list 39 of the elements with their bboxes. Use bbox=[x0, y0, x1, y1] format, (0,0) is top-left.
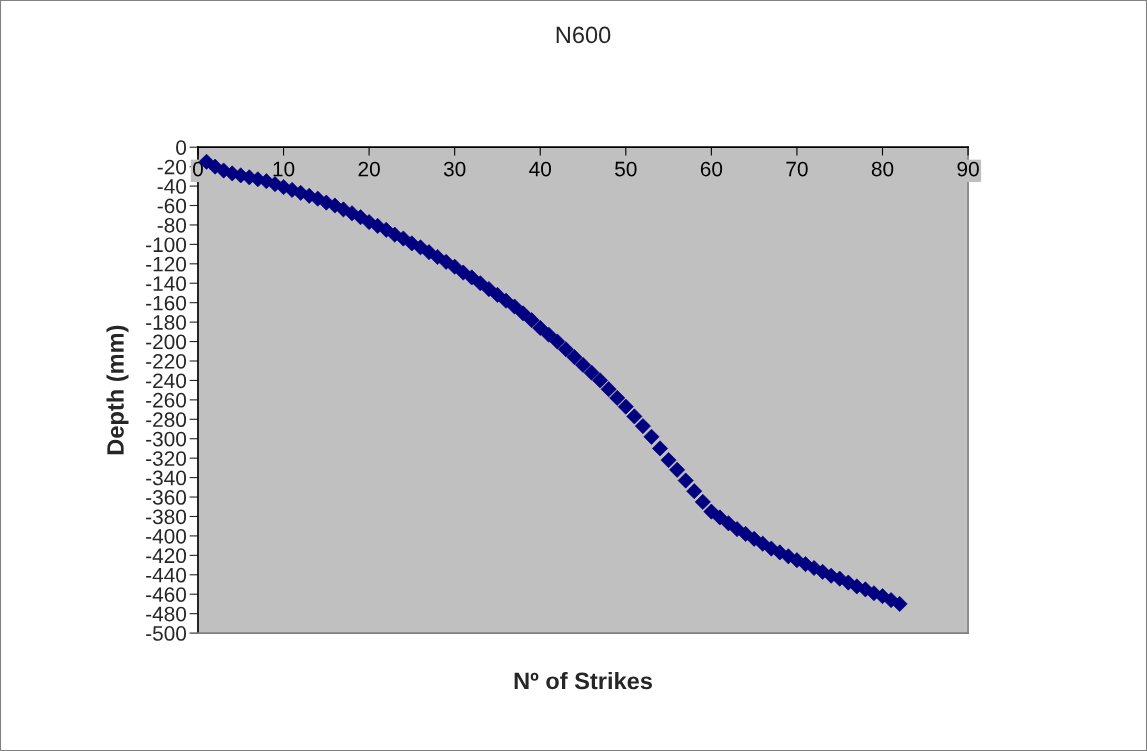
y-tick-label: -400 bbox=[146, 528, 187, 544]
x-tick-label: 90 bbox=[957, 161, 979, 177]
y-tick-label: -500 bbox=[146, 626, 187, 641]
chart-title: N600 bbox=[556, 26, 611, 44]
y-tick-label: -80 bbox=[157, 217, 187, 233]
y-tick-label: -160 bbox=[146, 295, 187, 311]
y-tick-label: -300 bbox=[146, 431, 187, 447]
x-tick-label: 70 bbox=[786, 161, 808, 177]
y-tick-label: -120 bbox=[146, 256, 187, 272]
y-tick-label: -340 bbox=[146, 470, 187, 486]
y-axis-title: Depth (mm) bbox=[106, 325, 129, 455]
x-tick-label: 80 bbox=[871, 161, 894, 177]
y-tick-label: -240 bbox=[146, 373, 187, 389]
y-tick-label: -40 bbox=[157, 179, 187, 194]
y-tick-label: -480 bbox=[146, 606, 187, 622]
y-tick-label: -180 bbox=[146, 315, 187, 330]
x-tick-label: 30 bbox=[443, 161, 466, 177]
x-tick-label: 50 bbox=[615, 161, 637, 177]
y-tick-label: -60 bbox=[157, 198, 187, 214]
y-tick-label: -200 bbox=[146, 334, 187, 350]
y-tick-label: -260 bbox=[146, 392, 187, 408]
y-tick-label: 0 bbox=[176, 140, 187, 155]
x-tick-label: 20 bbox=[358, 161, 380, 177]
y-tick-label: -20 bbox=[157, 159, 187, 175]
x-axis-title: Nº of Strikes bbox=[514, 671, 652, 690]
y-tick-label: -380 bbox=[146, 509, 187, 525]
y-tick-label: -280 bbox=[146, 412, 187, 428]
y-tick-label: -440 bbox=[146, 567, 187, 583]
y-tick-label: -320 bbox=[146, 451, 187, 466]
y-tick-label: -140 bbox=[146, 276, 187, 291]
x-tick-label: 0 bbox=[192, 161, 203, 177]
y-tick-label: -220 bbox=[146, 353, 187, 369]
x-tick-label: 10 bbox=[273, 161, 295, 177]
y-tick-label: -460 bbox=[146, 587, 187, 602]
y-tick-label: -100 bbox=[146, 237, 187, 253]
x-tick-label: 60 bbox=[700, 161, 723, 177]
y-tick-label: -420 bbox=[146, 548, 187, 564]
y-tick-label: -360 bbox=[146, 490, 187, 505]
x-tick-label: 40 bbox=[529, 161, 552, 177]
